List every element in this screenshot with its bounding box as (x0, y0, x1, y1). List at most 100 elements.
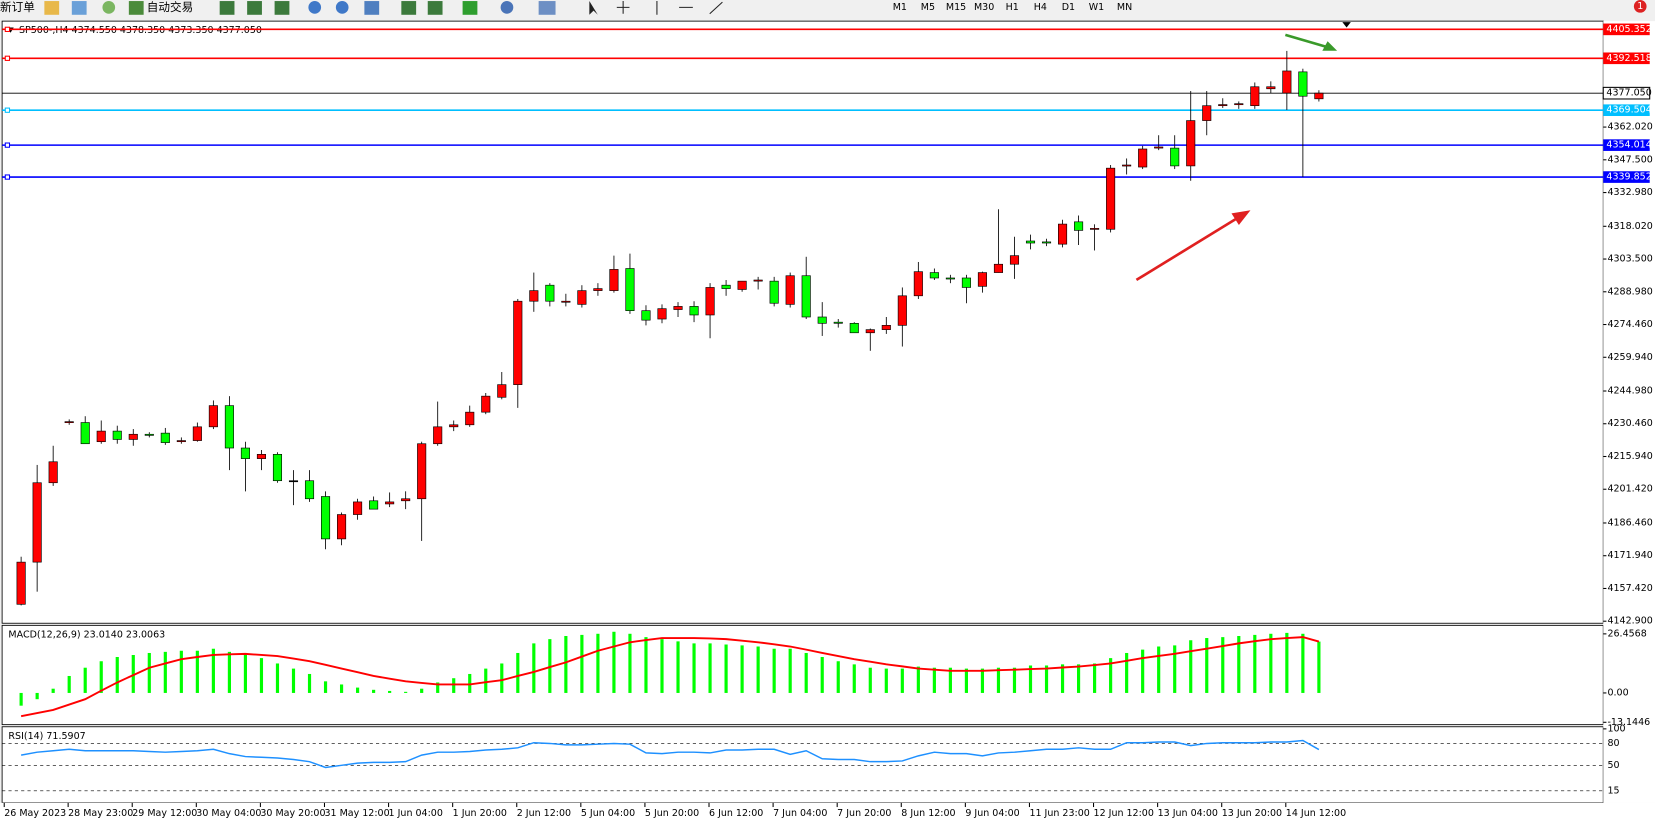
timeframe-button[interactable]: W1 (1089, 2, 1104, 13)
candle-body (80, 422, 90, 445)
icon[interactable] (308, 1, 322, 14)
candle-body (625, 268, 635, 311)
candle-body (1298, 71, 1308, 97)
candle-body (769, 280, 779, 304)
time-label: 8 Jun 12:00 (901, 808, 955, 819)
candle-body (1266, 86, 1276, 90)
candle-body (961, 277, 971, 288)
level-label: 4377.050 (1606, 88, 1651, 99)
candle-body (705, 287, 715, 316)
time-label: 13 Jun 04:00 (1158, 808, 1218, 819)
price-tick-label: 4244.980 (1607, 386, 1652, 397)
icon[interactable] (335, 1, 349, 14)
icon[interactable] (102, 1, 116, 14)
timeframe-button[interactable]: M30 (974, 2, 994, 13)
candle-body (144, 433, 154, 436)
draw-tools[interactable] (656, 1, 723, 15)
price-tick-label: 4347.500 (1607, 154, 1652, 165)
time-label: 13 Jun 20:00 (1222, 808, 1282, 819)
icon[interactable] (538, 1, 556, 15)
level-label: 4392.518 (1606, 53, 1651, 64)
icon[interactable] (427, 1, 443, 15)
icon[interactable] (219, 1, 235, 15)
timeframe-button[interactable]: D1 (1062, 2, 1075, 13)
level-label-bg (1603, 104, 1650, 117)
price-tick-label: 4171.940 (1607, 550, 1652, 561)
icon[interactable] (247, 1, 262, 15)
candle-body (1025, 240, 1036, 244)
candle-body (112, 430, 122, 440)
icon[interactable] (500, 1, 514, 14)
level-label: 4339.852 (1606, 172, 1651, 183)
timeframe-button[interactable]: H4 (1034, 2, 1047, 13)
icon[interactable] (128, 1, 144, 15)
candle-body (513, 300, 523, 385)
candle-body (929, 272, 939, 279)
level-handle (4, 55, 11, 61)
candle-body (881, 325, 891, 330)
candle-body (353, 501, 363, 515)
candle-body (1154, 146, 1164, 149)
time-label: 2 Jun 12:00 (517, 808, 571, 819)
level-label: 4405.352 (1606, 24, 1651, 35)
candle-body (320, 496, 331, 540)
candle-body (256, 454, 266, 459)
candle-body (481, 395, 491, 413)
level-label-bg (1603, 52, 1650, 65)
time-label: 14 Jun 12:00 (1286, 808, 1346, 819)
notification-count: 1 (1637, 1, 1643, 12)
candle-body (16, 561, 26, 605)
icon[interactable] (274, 1, 290, 15)
rsi-label: RSI(14) 71.5907 (8, 731, 85, 742)
time-label: 29 May 12:00 (132, 808, 197, 819)
crosshair-tool[interactable] (616, 1, 630, 14)
macd-label: MACD(12,26,9) 23.0140 23.0063 (8, 629, 165, 640)
timeframe-button[interactable]: M15 (946, 2, 966, 13)
candle-body (192, 426, 202, 441)
timeframe-button[interactable]: M5 (921, 2, 935, 13)
candle-body (449, 424, 459, 428)
candle-body (32, 482, 42, 563)
new-order-button[interactable]: 新订单 (0, 0, 35, 14)
icon[interactable] (364, 1, 380, 15)
macd-tick-label: 0.00 (1607, 687, 1628, 698)
candle-body (288, 480, 299, 483)
candle-body (401, 498, 411, 502)
price-tick-label: 4318.020 (1607, 221, 1652, 232)
candle-body (337, 514, 347, 540)
level-handle (4, 142, 11, 148)
candle-body (272, 454, 283, 482)
notification-badge[interactable] (1633, 0, 1647, 13)
candle-body (128, 433, 138, 440)
level-label-bg (1603, 139, 1650, 151)
candle-body (977, 272, 987, 287)
candle-body (1170, 147, 1180, 167)
candle-body (1234, 103, 1244, 106)
time-label: 28 May 23:00 (68, 808, 133, 819)
green-arrow-head (1322, 41, 1338, 51)
icon[interactable] (44, 1, 60, 15)
candle-body (417, 443, 427, 500)
candle-body (545, 284, 555, 302)
price-tick-label: 4259.940 (1607, 352, 1652, 363)
candle-body (913, 271, 923, 297)
timeframe-button[interactable]: MN (1117, 2, 1132, 13)
price-axis (1603, 21, 1655, 803)
icon[interactable] (462, 1, 478, 15)
icon[interactable] (71, 1, 87, 15)
price-tick-label: 4201.420 (1607, 484, 1652, 495)
rsi-tick-label: 100 (1607, 723, 1625, 734)
timeframe-button[interactable]: H1 (1006, 2, 1019, 13)
auto-trading-button[interactable]: 自动交易 (147, 0, 193, 14)
time-label: 1 Jun 20:00 (453, 808, 507, 819)
candle-body (673, 306, 683, 310)
candle-body (369, 500, 379, 510)
macd-signal-line (20, 636, 1320, 718)
candle-body (1106, 167, 1116, 230)
timeframe-button[interactable]: M1 (893, 2, 907, 13)
time-label: 12 Jun 12:00 (1094, 808, 1154, 819)
green-arrow (1284, 33, 1330, 49)
price-tick-label: 4157.420 (1607, 583, 1652, 594)
icon[interactable] (401, 1, 417, 15)
